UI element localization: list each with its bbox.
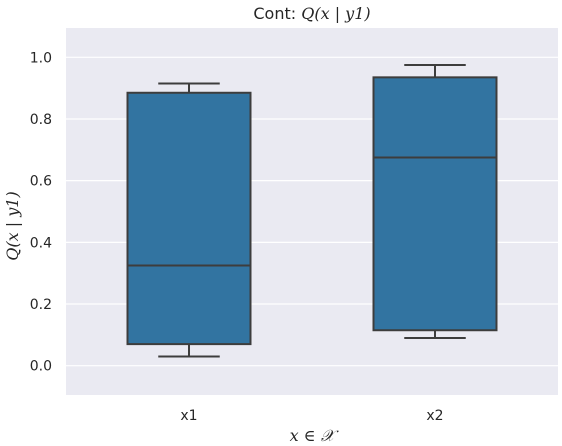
iqr-box bbox=[128, 93, 251, 344]
y-tick-label: 1.0 bbox=[30, 50, 52, 66]
y-tick-label: 0.0 bbox=[30, 359, 52, 375]
y-tick-label: 0.6 bbox=[30, 174, 52, 190]
chart-title: Cont: Q(x | y1) bbox=[253, 4, 370, 23]
y-axis-label: Q(x | y1) bbox=[3, 191, 22, 260]
y-tick-label: 0.2 bbox=[30, 297, 52, 313]
x-axis-label: x ∈ 𝒳 bbox=[290, 426, 340, 445]
y-tick-labels: 0.0 0.2 0.4 0.6 0.8 1.0 bbox=[30, 50, 52, 374]
x-tick-labels: x1 x2 bbox=[180, 408, 443, 424]
chart-title-math: Q(x | y1) bbox=[301, 4, 370, 23]
x-tick-label: x1 bbox=[180, 408, 197, 424]
box-x2 bbox=[374, 65, 497, 338]
iqr-box bbox=[374, 77, 497, 330]
box-x1 bbox=[128, 84, 251, 357]
y-tick-label: 0.4 bbox=[30, 235, 52, 251]
y-tick-label: 0.8 bbox=[30, 112, 52, 128]
x-tick-label: x2 bbox=[426, 408, 443, 424]
chart-title-prefix: Cont: bbox=[253, 4, 301, 23]
